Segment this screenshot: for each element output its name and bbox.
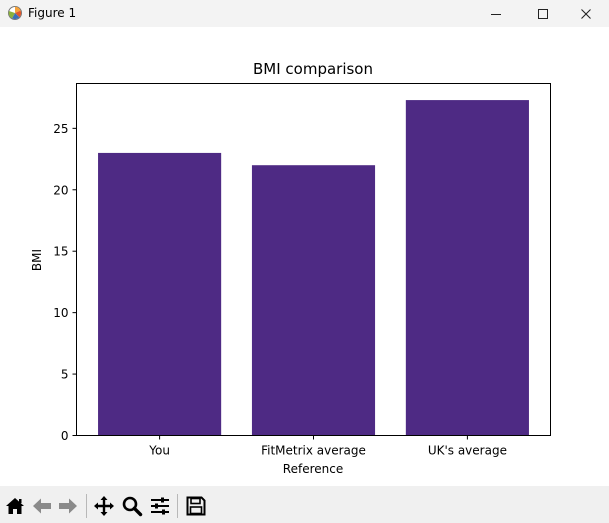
y-tick-label: 5	[61, 368, 69, 382]
zoom-button[interactable]	[120, 494, 144, 518]
y-tick-label: 20	[53, 183, 68, 197]
bars-layer	[98, 100, 529, 436]
close-button[interactable]	[563, 0, 609, 27]
x-tick-label: FitMetrix average	[261, 444, 366, 458]
maximize-icon	[537, 8, 549, 20]
pan-move-icon	[93, 495, 115, 517]
home-button[interactable]	[3, 494, 27, 518]
bar-2	[405, 100, 529, 436]
axes-frame	[76, 83, 551, 436]
axis-ticks: You FitMetrix average UK's average 0 5 10 15 20…	[53, 122, 507, 458]
toolbar-separator	[177, 494, 178, 518]
home-icon	[4, 495, 26, 517]
matplotlib-app-icon	[7, 5, 23, 21]
y-tick-label: 15	[53, 245, 68, 259]
back-arrow-icon	[31, 495, 53, 517]
configure-subplots-button[interactable]	[148, 494, 172, 518]
x-tick-label: You	[148, 444, 170, 458]
minimize-icon	[490, 8, 502, 20]
y-tick-label: 25	[53, 122, 68, 136]
window-title: Figure 1	[28, 6, 77, 20]
forward-button[interactable]	[56, 494, 80, 518]
y-tick-label: 10	[53, 306, 68, 320]
x-tick-label: UK's average	[428, 444, 507, 458]
title-bar[interactable]: Figure 1	[0, 0, 609, 27]
zoom-magnifier-icon	[121, 495, 143, 517]
save-floppy-icon	[185, 495, 207, 517]
close-icon	[580, 8, 592, 20]
y-axis-label: BMI	[30, 249, 44, 271]
toolbar-separator	[86, 494, 87, 518]
chart-title: BMI comparison	[253, 60, 373, 78]
figure-canvas[interactable]: BMI comparison You FitMetrix average UK's …	[0, 27, 609, 486]
minimize-button[interactable]	[473, 0, 519, 27]
navigation-toolbar	[0, 486, 609, 523]
save-button[interactable]	[184, 494, 208, 518]
bar-chart: BMI comparison You FitMetrix average UK's …	[30, 60, 551, 476]
y-tick-label: 0	[61, 429, 69, 443]
x-axis-label: Reference	[283, 462, 343, 476]
maximize-button[interactable]	[520, 0, 566, 27]
pan-button[interactable]	[92, 494, 116, 518]
bar-1	[251, 165, 376, 436]
back-button[interactable]	[30, 494, 54, 518]
forward-arrow-icon	[57, 495, 79, 517]
bar-0	[98, 152, 222, 436]
configure-subplots-icon	[149, 495, 171, 517]
